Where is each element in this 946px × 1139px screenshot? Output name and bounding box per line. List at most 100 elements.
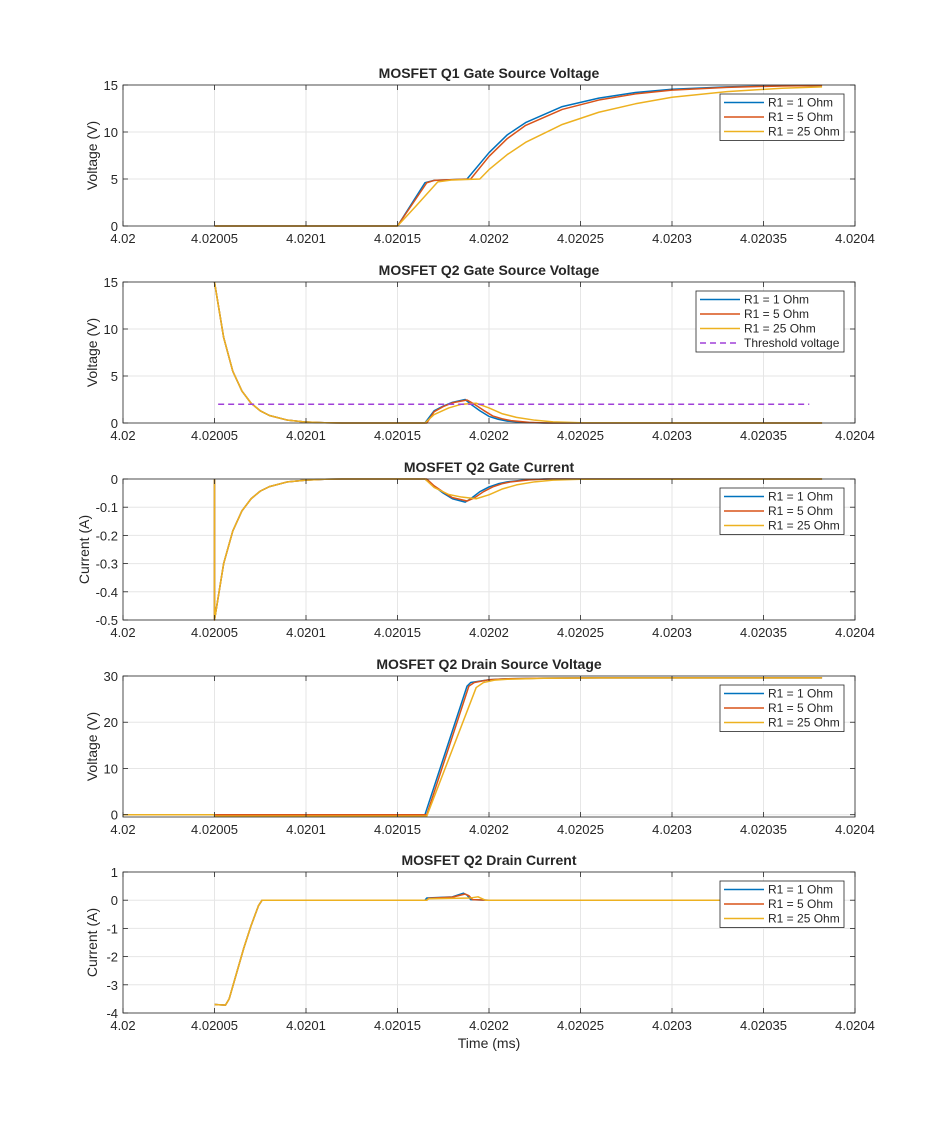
x-tick-label: 4.02015 (374, 1018, 421, 1033)
x-tick-label: 4.02015 (374, 625, 421, 640)
chart-title: MOSFET Q2 Drain Source Voltage (376, 656, 602, 672)
legend-label: R1 = 5 Ohm (768, 504, 833, 518)
x-tick-label: 4.02035 (740, 822, 787, 837)
legend-label: R1 = 25 Ohm (768, 519, 840, 533)
x-tick-label: 4.02005 (191, 1018, 238, 1033)
x-tick-label: 4.0201 (286, 822, 326, 837)
y-tick-label: -0.5 (96, 613, 118, 628)
x-tick-label: 4.02 (110, 822, 135, 837)
x-tick-label: 4.02025 (557, 1018, 604, 1033)
series-group (214, 892, 823, 1006)
y-axis-label: Voltage (V) (84, 121, 100, 190)
legend-label: R1 = 1 Ohm (768, 883, 833, 897)
x-tick-label: 4.02 (110, 428, 135, 443)
x-tick-label: 4.02035 (740, 428, 787, 443)
x-tick-label: 4.0202 (469, 428, 509, 443)
y-tick-label: 0 (111, 893, 118, 908)
x-tick-label: 4.02015 (374, 822, 421, 837)
x-tick-label: 4.02025 (557, 822, 604, 837)
legend-label: R1 = 25 Ohm (768, 912, 840, 926)
series-group (214, 84, 823, 227)
legend-label: R1 = 5 Ohm (744, 307, 809, 321)
chart-title: MOSFET Q2 Drain Current (401, 852, 576, 868)
x-tick-label: 4.0203 (652, 625, 692, 640)
y-tick-label: 15 (104, 275, 118, 290)
series-line-3 (214, 86, 823, 227)
legend-label: R1 = 25 Ohm (744, 322, 816, 336)
x-axis-label: Time (ms) (458, 1035, 520, 1051)
y-tick-label: 5 (111, 369, 118, 384)
y-tick-label: 10 (104, 322, 118, 337)
y-axis-label: Current (A) (84, 908, 100, 977)
x-tick-label: 4.0203 (652, 428, 692, 443)
x-tick-label: 4.0202 (469, 231, 509, 246)
legend-label: R1 = 1 Ohm (768, 490, 833, 504)
y-tick-label: -0.2 (96, 528, 118, 543)
y-tick-label: -0.3 (96, 557, 118, 572)
y-tick-label: 10 (104, 125, 118, 140)
legend-label: R1 = 25 Ohm (768, 125, 840, 139)
y-axis-label: Voltage (V) (84, 318, 100, 387)
x-tick-label: 4.0203 (652, 822, 692, 837)
legend-box (695, 290, 845, 353)
y-tick-label: -0.1 (96, 500, 118, 515)
chart-2: 4.02 4.02005 4.0201 4.02015 4.0202 4.02025 4.0… (84, 262, 875, 443)
chart-title: MOSFET Q2 Gate Source Voltage (379, 262, 600, 278)
y-tick-label: 0 (111, 472, 118, 487)
x-tick-label: 4.02 (110, 1018, 135, 1033)
chart-1: 4.02 4.02005 4.0201 4.02015 4.0202 4.02025 4.0… (84, 65, 875, 246)
x-tick-label: 4.02025 (557, 625, 604, 640)
x-tick-label: 4.0204 (835, 231, 875, 246)
x-tick-label: 4.0203 (652, 231, 692, 246)
y-tick-label: 0 (111, 219, 118, 234)
y-tick-label: -0.4 (96, 585, 118, 600)
x-tick-label: 4.02005 (191, 428, 238, 443)
x-tick-label: 4.02005 (191, 625, 238, 640)
x-tick-label: 4.02005 (191, 822, 238, 837)
y-tick-label: 0 (111, 808, 118, 823)
y-tick-label: 10 (104, 761, 118, 776)
chart-title: MOSFET Q2 Gate Current (404, 459, 575, 475)
series-line-2 (214, 84, 823, 227)
legend-label: R1 = 1 Ohm (744, 293, 809, 307)
legend-label: Threshold voltage (744, 336, 840, 350)
x-tick-label: 4.0201 (286, 428, 326, 443)
y-tick-label: 20 (104, 715, 118, 730)
x-tick-label: 4.02025 (557, 231, 604, 246)
x-tick-label: 4.0201 (286, 1018, 326, 1033)
y-tick-label: 1 (111, 865, 118, 880)
chart-5: 4.02 4.02005 4.0201 4.02015 4.0202 4.02025 4.0… (84, 852, 875, 1051)
legend-label: R1 = 5 Ohm (768, 701, 833, 715)
y-tick-label: 0 (111, 416, 118, 431)
y-tick-label: 5 (111, 172, 118, 187)
legend-label: R1 = 5 Ohm (768, 897, 833, 911)
y-tick-label: 30 (104, 669, 118, 684)
y-tick-label: -1 (106, 921, 118, 936)
y-tick-label: -4 (106, 1006, 118, 1021)
x-tick-label: 4.0202 (469, 1018, 509, 1033)
y-tick-label: 15 (104, 78, 118, 93)
chart-4: 4.02 4.02005 4.0201 4.02015 4.0202 4.02025 4.0… (84, 656, 875, 837)
y-tick-label: -3 (106, 978, 118, 993)
x-tick-label: 4.02025 (557, 428, 604, 443)
x-tick-label: 4.02035 (740, 625, 787, 640)
x-tick-label: 4.02015 (374, 231, 421, 246)
x-tick-label: 4.02015 (374, 428, 421, 443)
x-tick-label: 4.0201 (286, 625, 326, 640)
x-tick-label: 4.0201 (286, 231, 326, 246)
x-tick-label: 4.0203 (652, 1018, 692, 1033)
y-tick-label: -2 (106, 950, 118, 965)
x-tick-label: 4.0202 (469, 822, 509, 837)
x-tick-label: 4.0204 (835, 428, 875, 443)
x-tick-label: 4.0202 (469, 625, 509, 640)
legend-label: R1 = 1 Ohm (768, 687, 833, 701)
x-tick-label: 4.02 (110, 231, 135, 246)
y-axis-label: Voltage (V) (84, 712, 100, 781)
x-tick-label: 4.02035 (740, 1018, 787, 1033)
